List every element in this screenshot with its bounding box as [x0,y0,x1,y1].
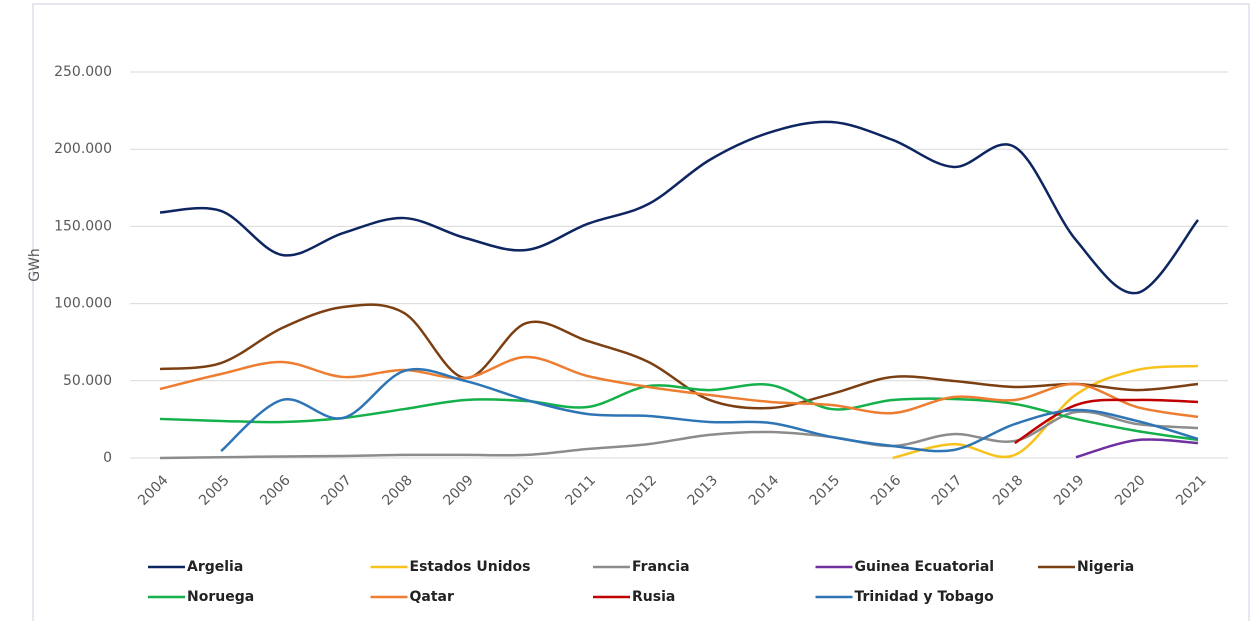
legend-label: Qatar [410,589,454,605]
x-tick-label: 2012 [624,472,661,509]
series-line [1075,438,1199,459]
x-tick-label: 2008 [379,472,416,509]
legend-label: Argelia [187,559,243,575]
x-tick-label: 2015 [807,472,844,509]
y-tick-label: 250.000 [54,64,112,80]
x-tick-label: 2018 [990,472,1027,509]
x-tick-label: 2006 [257,472,294,509]
x-tick-label: 2013 [685,472,722,509]
series-line [159,120,1199,295]
y-tick-label: 150.000 [54,218,112,234]
y-tick-label: 200.000 [54,141,112,157]
x-tick-label: 2014 [746,472,783,509]
x-tick-label: 2021 [1173,472,1210,509]
series-line [159,410,1199,460]
x-tick-label: 2019 [1051,472,1088,509]
series-line [220,367,1199,453]
y-tick-label: 100.000 [54,296,112,312]
y-tick-label: 0 [103,450,112,466]
x-tick-label: 2009 [440,472,477,509]
chart-frame [32,3,1250,621]
x-tick-label: 2011 [563,472,600,509]
legend-label: Noruega [187,589,254,605]
x-tick-label: 2007 [318,472,355,509]
x-tick-label: 2010 [501,472,538,509]
legend-label: Guinea Ecuatorial [855,559,995,575]
x-tick-label: 2016 [868,472,905,509]
series-line [159,355,1199,419]
y-tick-label: 50.000 [63,373,112,389]
x-tick-label: 2005 [196,472,233,509]
legend-label: Estados Unidos [410,559,531,575]
series-line [1014,398,1199,445]
legend-label: Nigeria [1077,559,1134,575]
series-line [159,303,1199,410]
legend-label: Francia [632,559,690,575]
x-tick-label: 2020 [1112,472,1149,509]
legend-label: Trinidad y Tobago [855,589,995,605]
x-tick-label: 2004 [135,472,172,509]
y-axis-label: GWh [27,248,43,282]
x-tick-label: 2017 [929,472,966,509]
legend-label: Rusia [632,589,675,605]
